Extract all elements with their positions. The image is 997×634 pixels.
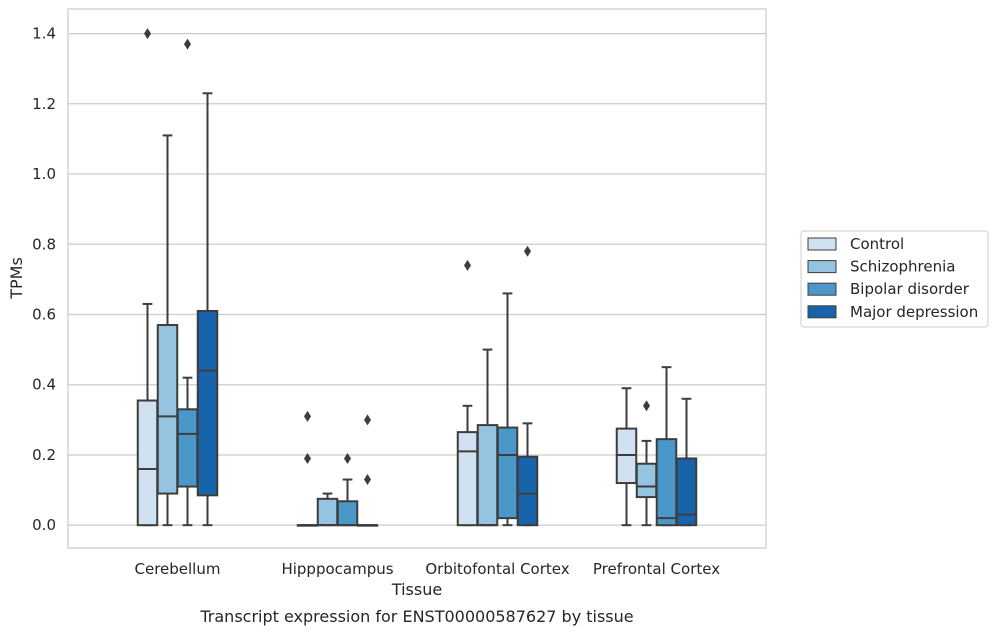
x-tick-label: Prefrontal Cortex bbox=[593, 560, 720, 578]
legend-item-major-depression: Major depression bbox=[807, 303, 978, 321]
x-axis-title: Tissue bbox=[391, 580, 442, 599]
box-orbitofontal-cortex-major-depression bbox=[516, 245, 539, 527]
box-body bbox=[316, 497, 339, 527]
box-hipppocampus-bipolar-disorder bbox=[336, 452, 359, 527]
box-hipppocampus-major-depression bbox=[356, 414, 379, 527]
outlier-point bbox=[364, 474, 371, 486]
x-tick-label: Orbitofontal Cortex bbox=[425, 560, 569, 578]
box-prefrontal-cortex-major-depression bbox=[675, 397, 698, 527]
box-prefrontal-cortex-control bbox=[615, 387, 638, 527]
box-prefrontal-cortex-bipolar-disorder bbox=[655, 366, 678, 527]
box-body bbox=[176, 408, 199, 488]
box-groups bbox=[136, 28, 698, 527]
box-prefrontal-cortex-schizophrenia bbox=[635, 400, 658, 527]
x-tick-label: Cerebellum bbox=[135, 560, 221, 578]
y-tick-label: 0.0 bbox=[32, 516, 56, 534]
box-hipppocampus-schizophrenia bbox=[316, 492, 339, 527]
x-tick-label: Hipppocampus bbox=[281, 560, 393, 578]
box-cerebellum-control bbox=[136, 28, 159, 527]
box-cerebellum-schizophrenia bbox=[156, 134, 179, 527]
legend-swatch bbox=[807, 260, 837, 274]
box-orbitofontal-cortex-bipolar-disorder bbox=[496, 292, 519, 527]
outlier-point bbox=[144, 28, 151, 40]
legend-swatch bbox=[807, 282, 837, 296]
box-hipppocampus-control bbox=[296, 410, 319, 527]
box-body bbox=[136, 399, 159, 527]
legend-frame bbox=[800, 230, 989, 328]
legend: Control Schizophrenia Bipolar disorder Majo… bbox=[800, 230, 989, 328]
box-body bbox=[655, 438, 678, 527]
box-body bbox=[336, 500, 359, 527]
legend-swatch bbox=[807, 237, 837, 251]
box-body bbox=[476, 424, 499, 527]
y-tick-labels: 0.0 0.2 0.4 0.6 0.8 1.0 1.2 1.4 bbox=[32, 25, 56, 535]
box-body bbox=[456, 431, 479, 527]
box-orbitofontal-cortex-control bbox=[456, 259, 479, 527]
y-tick-label: 1.4 bbox=[32, 25, 56, 43]
box-cerebellum-major-depression bbox=[196, 92, 219, 527]
outlier-point bbox=[344, 452, 351, 464]
legend-label: Schizophrenia bbox=[850, 258, 955, 276]
y-tick-label: 0.8 bbox=[32, 235, 56, 253]
outlier-point bbox=[524, 245, 531, 257]
legend-label: Bipolar disorder bbox=[850, 280, 970, 298]
box-orbitofontal-cortex-schizophrenia bbox=[476, 348, 499, 527]
box-body bbox=[156, 324, 179, 495]
box-body bbox=[635, 462, 658, 499]
legend-item-control: Control bbox=[807, 235, 904, 253]
outlier-point bbox=[464, 259, 471, 271]
legend-swatch bbox=[807, 305, 837, 319]
y-tick-label: 1.2 bbox=[32, 95, 56, 113]
y-tick-label: 0.6 bbox=[32, 305, 56, 323]
outlier-point bbox=[364, 414, 371, 426]
x-tick-labels: Cerebellum Hipppocampus Orbitofontal Corte… bbox=[135, 560, 721, 578]
box-body bbox=[675, 457, 698, 527]
box-body bbox=[496, 426, 519, 520]
legend-label: Control bbox=[850, 235, 904, 253]
outlier-point bbox=[304, 410, 311, 422]
legend-label: Major depression bbox=[850, 303, 978, 321]
outlier-point bbox=[184, 38, 191, 50]
box-body bbox=[516, 455, 539, 527]
legend-item-bipolar-disorder: Bipolar disorder bbox=[807, 280, 970, 298]
y-axis-title: TPMs bbox=[7, 257, 26, 300]
y-tick-label: 0.2 bbox=[32, 446, 56, 464]
box-body bbox=[196, 309, 219, 497]
legend-item-schizophrenia: Schizophrenia bbox=[807, 258, 955, 276]
y-tick-label: 1.0 bbox=[32, 165, 56, 183]
outlier-point bbox=[304, 452, 311, 464]
outlier-point bbox=[643, 400, 650, 412]
y-tick-label: 0.4 bbox=[32, 376, 56, 394]
chart-caption: Transcript expression for ENST0000058762… bbox=[199, 607, 633, 626]
box-cerebellum-bipolar-disorder bbox=[176, 38, 199, 527]
plot-area-frame bbox=[67, 8, 767, 549]
